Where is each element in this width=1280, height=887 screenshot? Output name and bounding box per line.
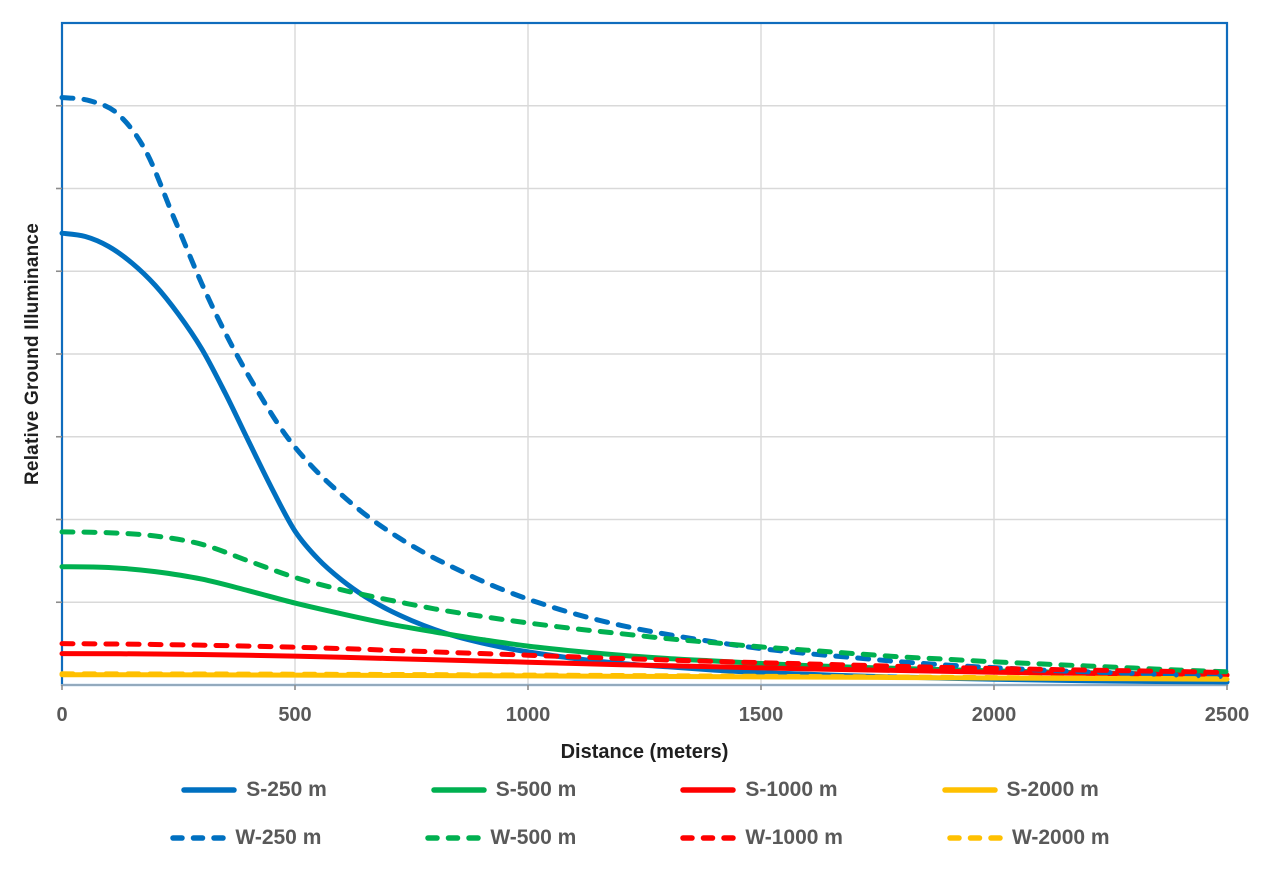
legend-label: W-500 m: [490, 826, 577, 849]
legend-label: S-500 m: [495, 778, 577, 801]
legend-label: S-2000 m: [1006, 778, 1099, 801]
legend-item-s-250-m: S-250 m: [181, 778, 327, 802]
legend-label: W-2000 m: [1011, 826, 1110, 849]
x-tick-label: 0: [56, 704, 67, 726]
legend-item-s-1000-m: S-1000 m: [680, 778, 838, 802]
series-line-w-250-m: [59, 95, 1230, 680]
legend-item-s-500-m: S-500 m: [431, 778, 577, 802]
series-line-w-2000-m: [59, 671, 1230, 682]
legend-label: W-1000 m: [745, 826, 843, 849]
dashed-line-swatch-icon: [947, 835, 1003, 841]
chart-plot-area: 0 500 1000 1500 2000 2500: [56, 21, 1250, 726]
dashed-line-swatch-icon: [680, 835, 737, 841]
series-line-w-1000-m: [59, 641, 1230, 676]
legend-item-w-500-m: W-500 m: [425, 826, 576, 850]
legend-item-w-2000-m: W-2000 m: [947, 826, 1110, 850]
solid-line-swatch-icon: [941, 787, 998, 793]
legend-item-w-1000-m: W-1000 m: [680, 826, 843, 850]
x-tick-label: 500: [278, 704, 311, 726]
x-tick-label: 1000: [506, 704, 551, 726]
x-axis-title: Distance (meters): [560, 741, 729, 763]
chart-legend: S-250 m S-500 m S-1000 m S-2000 m W-250 m W-…: [0, 778, 1280, 850]
y-axis-title: Relative Ground Illuminance: [22, 223, 43, 485]
legend-row-dashed-series: W-250 m W-500 m W-1000 m W-2000 m: [170, 826, 1110, 850]
series-line-w-500-m: [59, 529, 1230, 675]
legend-label: S-1000 m: [745, 778, 838, 801]
x-tick-label: 2000: [972, 704, 1017, 726]
solid-line-swatch-icon: [431, 787, 487, 793]
legend-item-w-250-m: W-250 m: [170, 826, 321, 850]
solid-line-swatch-icon: [181, 787, 237, 793]
dashed-line-swatch-icon: [170, 835, 227, 841]
legend-label: W-250 m: [235, 826, 322, 849]
series-line-s-250-m: [59, 230, 1230, 685]
legend-row-solid-series: S-250 m S-500 m S-1000 m S-2000 m: [181, 778, 1099, 802]
solid-line-swatch-icon: [680, 787, 737, 793]
legend-label: S-250 m: [246, 778, 327, 801]
legend-item-s-2000-m: S-2000 m: [941, 778, 1099, 802]
x-tick-label: 2500: [1205, 704, 1250, 726]
dashed-line-swatch-icon: [425, 835, 482, 841]
x-tick-label: 1500: [739, 704, 784, 726]
